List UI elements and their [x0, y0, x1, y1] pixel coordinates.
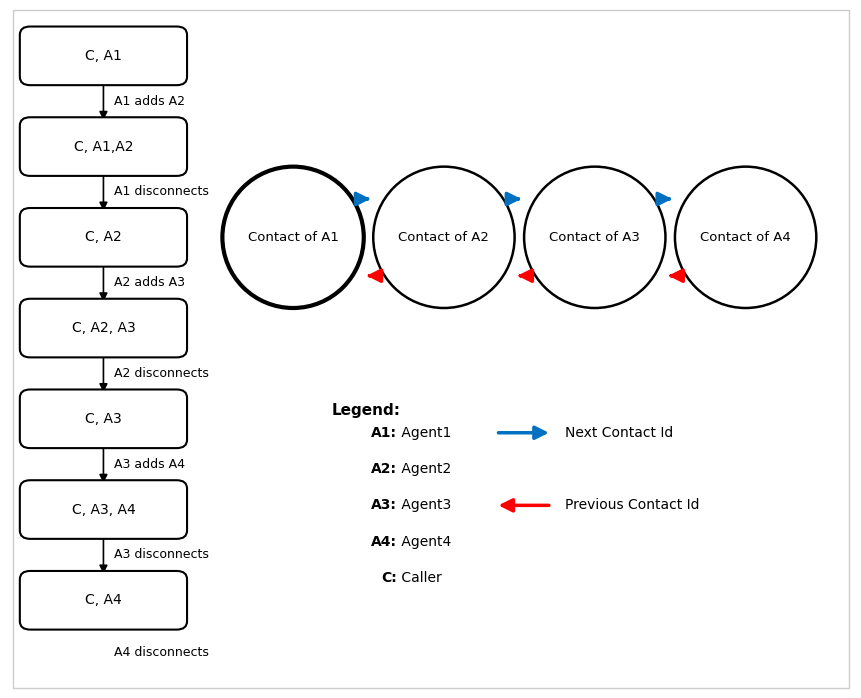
Text: A2:: A2:: [370, 462, 396, 476]
Text: A4:: A4:: [370, 535, 396, 549]
Text: Agent4: Agent4: [396, 535, 450, 549]
FancyBboxPatch shape: [20, 571, 187, 630]
Text: A3:: A3:: [370, 498, 396, 512]
Text: C, A4: C, A4: [85, 593, 121, 607]
FancyBboxPatch shape: [20, 27, 187, 85]
Text: A1 adds A2: A1 adds A2: [114, 95, 184, 107]
Text: Caller: Caller: [396, 571, 441, 585]
Text: Agent3: Agent3: [396, 498, 450, 512]
FancyBboxPatch shape: [20, 208, 187, 267]
Text: Contact of A3: Contact of A3: [548, 231, 640, 244]
Text: A2 adds A3: A2 adds A3: [114, 276, 184, 289]
Text: C, A1,A2: C, A1,A2: [73, 140, 133, 154]
Text: C, A3: C, A3: [85, 412, 121, 426]
Text: C, A1: C, A1: [85, 49, 121, 63]
FancyBboxPatch shape: [20, 480, 187, 539]
Text: Contact of A2: Contact of A2: [398, 231, 489, 244]
Text: A4 disconnects: A4 disconnects: [114, 646, 208, 659]
Text: Legend:: Legend:: [331, 403, 400, 419]
Text: A2 disconnects: A2 disconnects: [114, 367, 208, 380]
Ellipse shape: [222, 167, 363, 308]
Text: Agent1: Agent1: [396, 426, 450, 440]
FancyBboxPatch shape: [20, 299, 187, 357]
Text: Contact of A4: Contact of A4: [699, 231, 790, 244]
Text: A1 disconnects: A1 disconnects: [114, 186, 208, 198]
Text: Agent2: Agent2: [396, 462, 450, 476]
Text: Next Contact Id: Next Contact Id: [564, 426, 672, 440]
Ellipse shape: [674, 167, 815, 308]
Text: C:: C:: [381, 571, 396, 585]
Text: A3 disconnects: A3 disconnects: [114, 549, 208, 561]
Text: C, A3, A4: C, A3, A4: [71, 503, 135, 517]
FancyBboxPatch shape: [20, 117, 187, 176]
Ellipse shape: [523, 167, 665, 308]
Text: Previous Contact Id: Previous Contact Id: [564, 498, 698, 512]
Text: A3 adds A4: A3 adds A4: [114, 458, 184, 470]
Text: A1:: A1:: [370, 426, 396, 440]
Ellipse shape: [373, 167, 514, 308]
FancyBboxPatch shape: [20, 389, 187, 448]
Text: C, A2, A3: C, A2, A3: [71, 321, 135, 335]
Text: Contact of A1: Contact of A1: [247, 231, 338, 244]
Text: C, A2: C, A2: [85, 230, 121, 244]
